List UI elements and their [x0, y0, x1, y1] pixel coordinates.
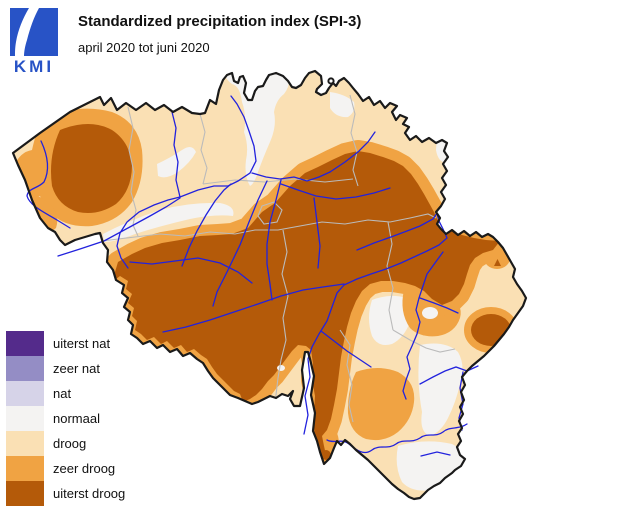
- page-title: Standardized precipitation index (SPI-3): [78, 13, 362, 30]
- river-gete: [313, 197, 321, 269]
- legend-row: uiterst nat: [6, 331, 206, 356]
- region-normaal-dot: [422, 307, 438, 319]
- title-block: Standardized precipitation index (SPI-3)…: [78, 13, 361, 55]
- region-uiterstdroog-lobe-dot: [321, 450, 331, 460]
- legend-label: nat: [53, 386, 72, 401]
- legend-row: droog: [6, 431, 206, 456]
- region-normaal-dot-2: [277, 365, 285, 371]
- river-ourthe: [402, 251, 444, 400]
- river-zenne: [212, 180, 268, 307]
- legend-label: uiterst nat: [53, 336, 111, 351]
- country-border-belgium: [11, 69, 528, 501]
- region-uiterstdroog-stvith-mark: [494, 259, 501, 266]
- legend-label: zeer droog: [53, 461, 116, 476]
- legend-swatch-nat: [6, 381, 44, 406]
- legend-label: uiterst droog: [53, 486, 126, 501]
- kmi-logo-right-flame: [24, 8, 58, 56]
- legend-swatch-uiterst-droog: [6, 481, 44, 506]
- kmi-logo-text: KMI: [13, 57, 55, 76]
- legend-row: zeer nat: [6, 356, 206, 381]
- legend-label: droog: [53, 436, 87, 451]
- legend-swatch-normaal: [6, 406, 44, 431]
- river-ijzer: [26, 140, 71, 229]
- region-zeerdroog-sthubert: [347, 368, 415, 441]
- exclave-baarle-hertog: [327, 77, 335, 85]
- legend-row: nat: [6, 381, 206, 406]
- river-lesse: [320, 330, 372, 368]
- canal-ghent: [171, 111, 181, 198]
- legend-swatch-uiterst-nat: [6, 331, 44, 356]
- river-meuse: [303, 213, 448, 435]
- region-normaal-south-lux: [396, 441, 464, 491]
- river-sambre: [162, 283, 345, 333]
- region-normaal-ghent-band: [103, 202, 234, 242]
- legend: uiterst nat zeer nat nat normaal droog z…: [6, 331, 206, 506]
- river-dijle: [266, 179, 282, 301]
- legend-row: uiterst droog: [6, 481, 206, 506]
- province-borders: [59, 94, 456, 423]
- river-dender: [181, 183, 232, 267]
- legend-swatch-zeer-droog: [6, 456, 44, 481]
- kmi-logo-left-flame: [10, 8, 29, 56]
- legend-swatch-droog: [6, 431, 44, 456]
- legend-label: normaal: [53, 411, 100, 426]
- region-uiterstdroog-westflanders: [51, 124, 132, 213]
- region-normaal-kempen: [330, 92, 355, 118]
- legend-row: normaal: [6, 406, 206, 431]
- region-normaal-marche: [369, 295, 412, 345]
- region-normaal-bastogne: [418, 343, 463, 436]
- river-nete-upper: [329, 131, 376, 173]
- river-attert: [420, 451, 451, 457]
- river-ambleve: [419, 297, 459, 314]
- region-normaal-east-strip: [504, 337, 524, 358]
- legend-row: zeer droog: [6, 456, 206, 481]
- legend-label: zeer nat: [53, 361, 100, 376]
- river-maas-north: [356, 212, 438, 251]
- river-leie: [57, 197, 181, 257]
- kmi-logo-mark: [10, 8, 58, 56]
- region-uiterstdroog-se-spot: [471, 314, 511, 346]
- river-haine: [129, 257, 253, 284]
- region-normaal-antwerp-strip: [222, 71, 290, 186]
- river-schelde-upper: [116, 196, 181, 269]
- region-normaal-patch-nw: [157, 146, 196, 178]
- river-rupel-nete: [251, 171, 331, 182]
- legend-swatch-zeer-nat: [6, 356, 44, 381]
- region-uiterstdroog-central: [112, 151, 500, 461]
- page-subtitle: april 2020 tot juni 2020: [78, 40, 210, 55]
- river-demer: [280, 183, 391, 200]
- river-schelde-lower: [179, 95, 257, 198]
- kmi-logo: KMI: [8, 8, 60, 77]
